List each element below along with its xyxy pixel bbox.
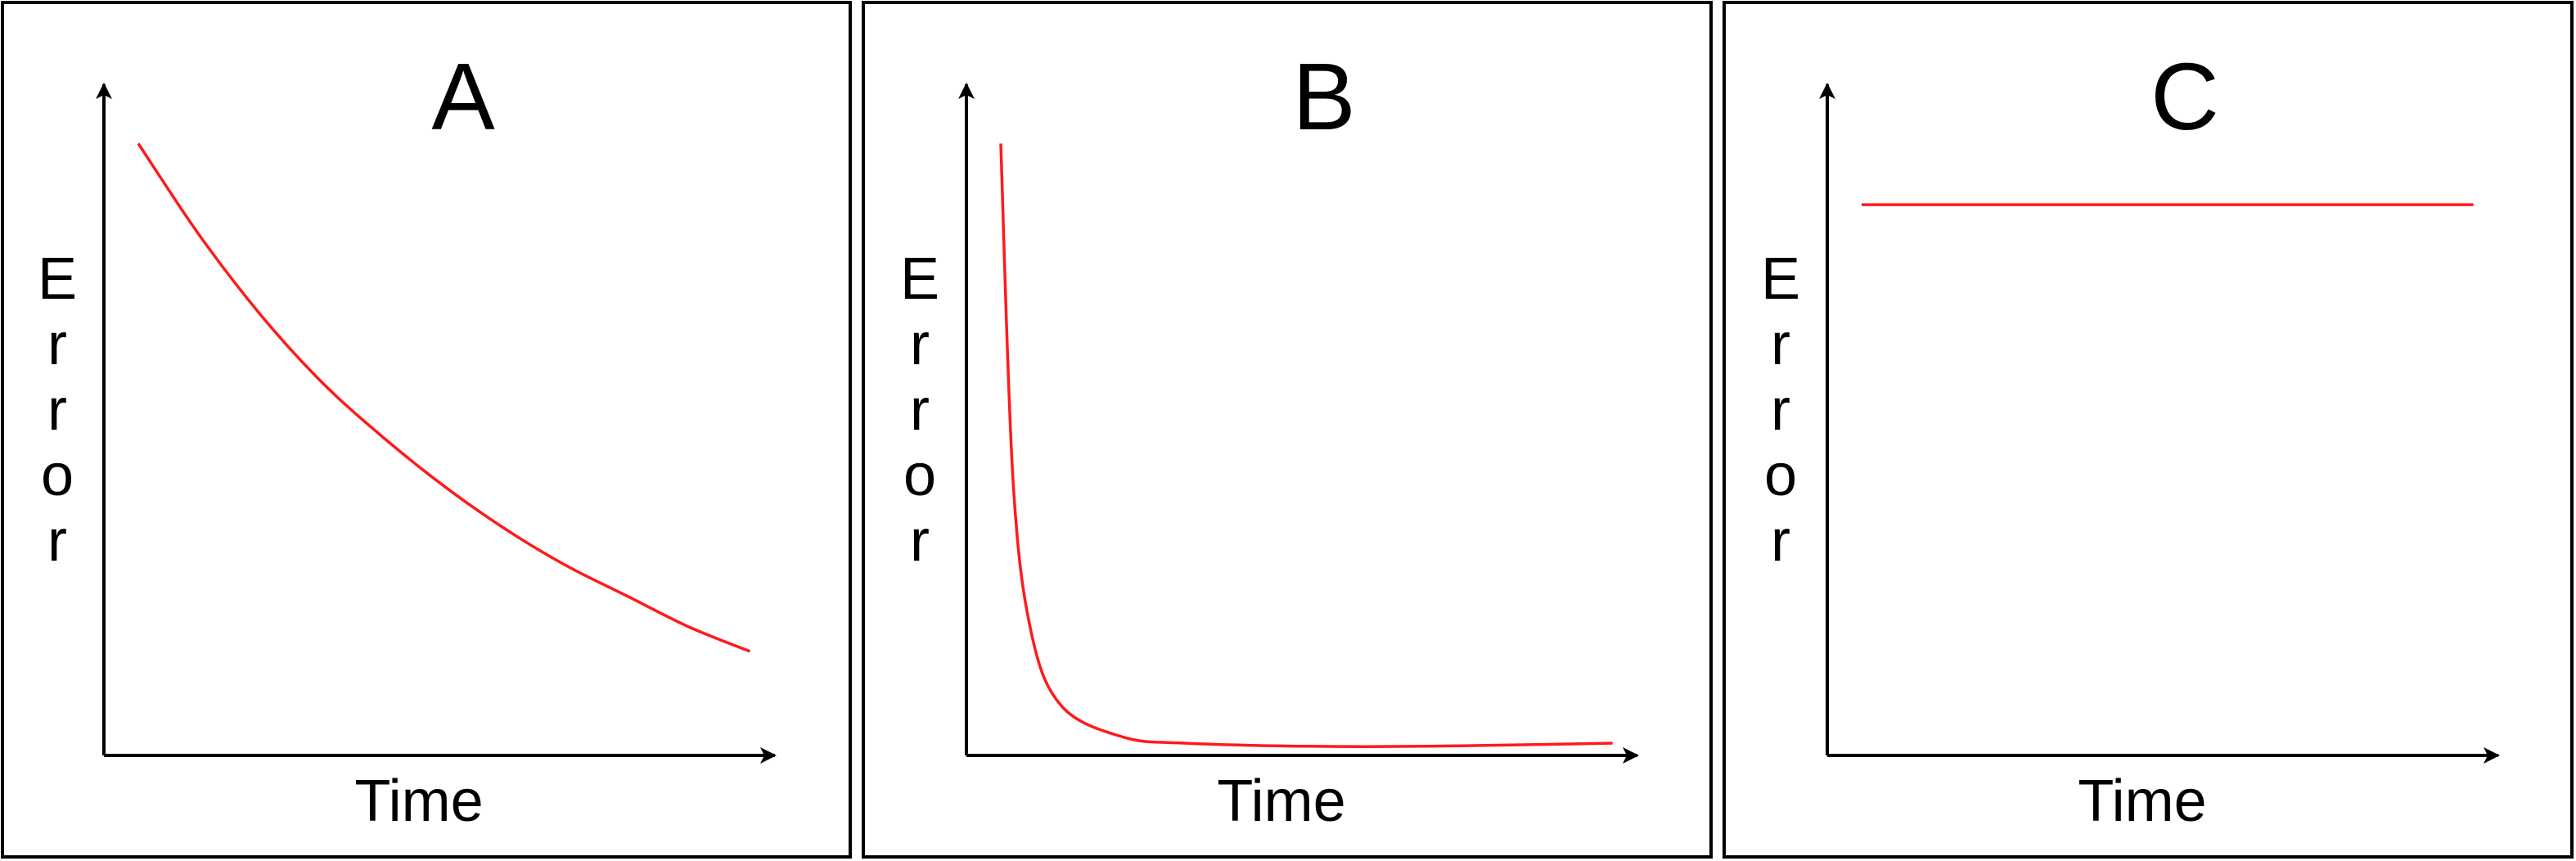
panel-title: C [2150,43,2219,150]
y-axis-label-letter: r [1771,377,1790,443]
y-axis-label-letter: o [1764,443,1797,508]
y-axis-label-letter: r [910,508,930,574]
panel-title: A [431,43,495,150]
series-line [137,142,751,653]
y-axis-label-letter: r [910,377,930,443]
x-axis-label: Time [2078,769,2206,834]
panel-border [1,1,852,859]
y-axis-label-letter: r [1771,312,1790,377]
y-axis-label-letter: r [47,312,67,377]
panel-border [862,1,1713,859]
panel-title: B [1292,43,1355,150]
y-axis-label-letter: r [910,312,930,377]
series-line [999,143,1613,749]
y-axis-label-letter: E [900,246,939,312]
y-axis-label-letter: r [1771,508,1790,574]
y-axis-label-letter: o [903,443,936,508]
x-axis-label: Time [354,769,483,834]
y-axis-label-letter: o [41,443,74,508]
y-axis-label-letter: r [47,508,67,574]
y-axis-label-letter: E [1761,246,1800,312]
x-axis-label: Time [1217,769,1345,834]
y-axis-label-letter: E [38,246,77,312]
y-axis-label-letter: r [47,377,67,443]
panel-border [1723,1,2574,859]
